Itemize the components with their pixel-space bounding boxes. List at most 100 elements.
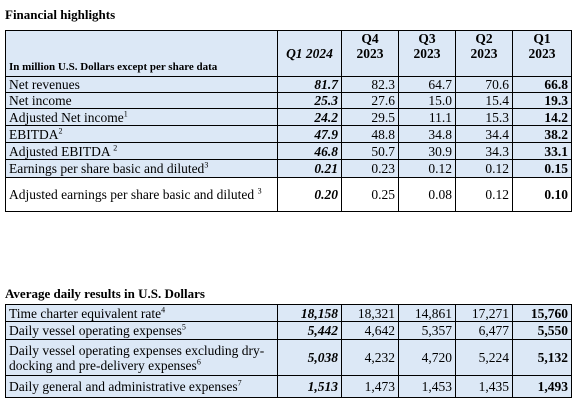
row-label-text: Earnings per share basic and diluted xyxy=(9,161,205,176)
row-label-text: Daily general and administrative expense… xyxy=(9,379,238,394)
column-header-line: Q4 xyxy=(361,31,379,46)
footnote-marker: 2 xyxy=(113,143,118,152)
value-cell: 0.25 xyxy=(341,177,399,212)
row-label: Net income xyxy=(5,92,278,109)
row-label: Daily general and administrative expense… xyxy=(5,375,278,398)
row-label: Net revenues xyxy=(5,76,278,93)
row-label: Daily vessel operating expenses excludin… xyxy=(5,339,278,376)
table-row: Net revenues 81.7 82.3 64.7 70.6 66.8 xyxy=(5,76,572,93)
row-label-text: Net revenues xyxy=(9,77,80,92)
unit-note: In million U.S. Dollars except per share… xyxy=(5,30,278,77)
value-cell: 11.1 xyxy=(398,108,456,126)
footnote-marker: 1 xyxy=(123,109,128,118)
column-header-q1-2024: Q1 2024 xyxy=(277,30,342,77)
row-label: Adjusted EBITDA 2 xyxy=(5,142,278,160)
row-label-text: Time charter equivalent rate xyxy=(9,305,162,321)
value-cell: 0.12 xyxy=(455,159,513,178)
value-cell: 1,493 xyxy=(512,375,572,398)
column-header-q3-2023: Q3 2023 xyxy=(398,30,456,77)
value-cell: 0.20 xyxy=(277,177,342,212)
value-cell: 64.7 xyxy=(398,76,456,93)
footnote-marker: 3 xyxy=(204,160,209,170)
value-cell: 6,477 xyxy=(455,321,513,340)
column-header-line: Q1 xyxy=(533,31,551,46)
footnote-marker: 7 xyxy=(237,378,242,388)
value-cell: 14,861 xyxy=(398,304,456,322)
value-cell: 0.10 xyxy=(512,177,572,212)
row-label: Earnings per share basic and diluted3 xyxy=(5,159,278,178)
row-label-text: Daily vessel operating expenses excludin… xyxy=(9,342,265,373)
row-label: Adjusted earnings per share basic and di… xyxy=(5,177,278,212)
value-cell: 19.3 xyxy=(512,92,572,109)
value-cell: 66.8 xyxy=(512,76,572,93)
footnote-marker: 5 xyxy=(181,322,186,332)
value-cell: 5,224 xyxy=(455,339,513,376)
table-row: Daily vessel operating expenses excludin… xyxy=(5,339,572,376)
row-label: Time charter equivalent rate4 xyxy=(5,304,278,322)
value-cell: 18,321 xyxy=(341,304,399,322)
column-header-line: 2023 xyxy=(470,46,498,61)
row-label-text: Net income xyxy=(9,93,72,108)
table-row: Daily general and administrative expense… xyxy=(5,375,572,398)
footnote-marker: 2 xyxy=(58,126,63,135)
value-cell: 82.3 xyxy=(341,76,399,93)
value-cell: 15.4 xyxy=(455,92,513,109)
value-cell: 27.6 xyxy=(341,92,399,109)
value-cell: 0.15 xyxy=(512,159,572,178)
value-cell: 1,435 xyxy=(455,375,513,398)
value-cell: 5,357 xyxy=(398,321,456,340)
value-cell: 5,132 xyxy=(512,339,572,376)
table-row: Adjusted earnings per share basic and di… xyxy=(5,177,572,212)
row-label-text: Adjusted earnings per share basic and di… xyxy=(9,187,258,202)
value-cell: 48.8 xyxy=(341,125,399,143)
value-cell: 81.7 xyxy=(277,76,342,93)
financial-highlights-title: Financial highlights xyxy=(5,7,116,22)
column-header-line: 2023 xyxy=(413,46,441,61)
value-cell: 38.2 xyxy=(512,125,572,143)
value-cell: 15,760 xyxy=(512,304,572,322)
value-cell: 47.9 xyxy=(277,125,342,143)
value-cell: 24.2 xyxy=(277,108,342,126)
row-label-text: Adjusted Net income xyxy=(9,109,124,125)
column-header-line: 2023 xyxy=(528,46,556,61)
value-cell: 0.23 xyxy=(341,159,399,178)
average-daily-results-table: Time charter equivalent rate4 18,158 18,32… xyxy=(5,304,572,398)
footnote-marker: 4 xyxy=(161,305,166,314)
value-cell: 14.2 xyxy=(512,108,572,126)
value-cell: 29.5 xyxy=(341,108,399,126)
footnote-marker: 3 xyxy=(257,186,262,196)
table-row: Daily vessel operating expenses5 5,442 4,6… xyxy=(5,321,572,340)
row-label-text: Adjusted EBITDA xyxy=(9,143,114,159)
value-cell: 25.3 xyxy=(277,92,342,109)
financial-highlights-table: In million U.S. Dollars except per share… xyxy=(5,30,572,212)
value-cell: 34.3 xyxy=(455,142,513,160)
value-cell: 46.8 xyxy=(277,142,342,160)
value-cell: 50.7 xyxy=(341,142,399,160)
value-cell: 4,232 xyxy=(341,339,399,376)
row-label: EBITDA2 xyxy=(5,125,278,143)
value-cell: 70.6 xyxy=(455,76,513,93)
value-cell: 30.9 xyxy=(398,142,456,160)
value-cell: 0.12 xyxy=(455,177,513,212)
average-daily-results-title: Average daily results in U.S. Dollars xyxy=(5,286,205,301)
table-row: Net income 25.3 27.6 15.0 15.4 19.3 xyxy=(5,92,572,109)
value-cell: 1,473 xyxy=(341,375,399,398)
value-cell: 0.21 xyxy=(277,159,342,178)
value-cell: 1,513 xyxy=(277,375,342,398)
value-cell: 15.0 xyxy=(398,92,456,109)
value-cell: 4,720 xyxy=(398,339,456,376)
value-cell: 34.4 xyxy=(455,125,513,143)
value-cell: 33.1 xyxy=(512,142,572,160)
value-cell: 34.8 xyxy=(398,125,456,143)
row-label-text: EBITDA xyxy=(9,126,59,142)
value-cell: 15.3 xyxy=(455,108,513,126)
column-header-q2-2023: Q2 2023 xyxy=(455,30,513,77)
table-row: Adjusted Net income1 24.2 29.5 11.1 15.3 14.2 xyxy=(5,108,572,126)
footnote-marker: 6 xyxy=(196,357,201,366)
value-cell: 1,453 xyxy=(398,375,456,398)
table-row: Earnings per share basic and diluted3 0.2… xyxy=(5,159,572,178)
value-cell: 0.12 xyxy=(398,159,456,178)
value-cell: 4,642 xyxy=(341,321,399,340)
value-cell: 5,442 xyxy=(277,321,342,340)
row-label-text: Daily vessel operating expenses xyxy=(9,323,182,338)
